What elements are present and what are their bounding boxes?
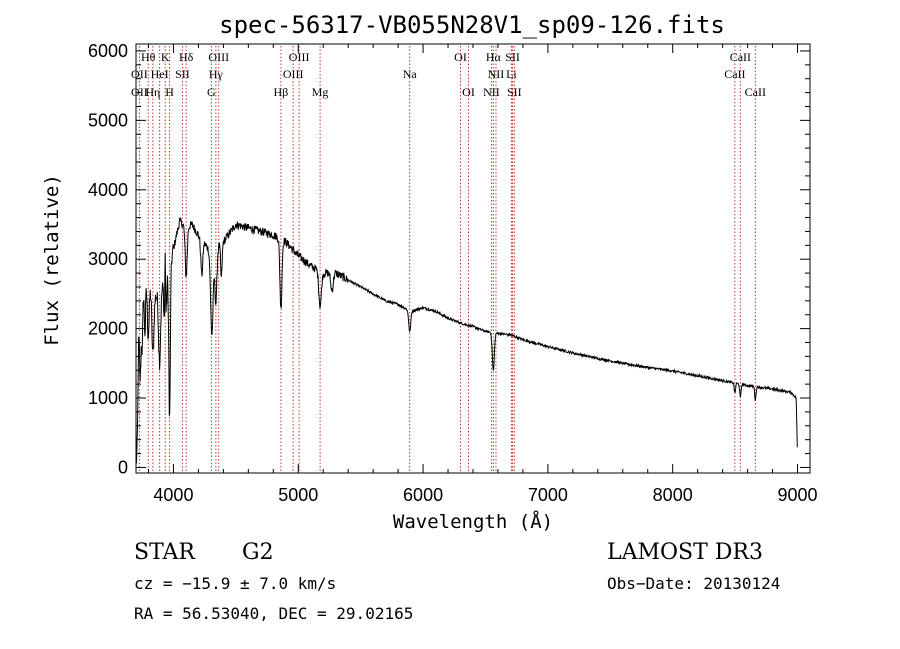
- marker-label: OIII: [289, 50, 310, 64]
- marker-label: OII: [131, 67, 148, 81]
- marker-label: Hη: [145, 85, 160, 99]
- marker-label: Hγ: [209, 67, 224, 81]
- marker-label: OI: [462, 85, 475, 99]
- y-axis-label: Flux (relative): [41, 174, 63, 346]
- marker-label: Na: [403, 67, 418, 81]
- x-axis: 4000 5000 6000 7000 8000 9000: [147, 44, 818, 505]
- marker-label: CaII: [724, 67, 745, 81]
- obs-date-text: Obs−Date: 20130124: [607, 574, 780, 593]
- marker-label: HeI: [151, 67, 169, 81]
- plot-frame: [135, 43, 811, 474]
- x-tick-label: 9000: [777, 485, 817, 505]
- marker-label: CaII: [730, 50, 751, 64]
- marker-label: Li: [506, 67, 517, 81]
- y-tick-label: 5000: [88, 110, 128, 130]
- subclass: G2: [242, 540, 274, 565]
- spectrum-line: [135, 216, 798, 464]
- marker-label: NII: [488, 67, 505, 81]
- y-tick-label: 2000: [88, 319, 128, 339]
- x-tick-label: 6000: [403, 485, 443, 505]
- marker-label: OIII: [283, 67, 304, 81]
- survey-name: LAMOST DR3: [607, 540, 763, 565]
- y-tick-label: 1000: [88, 388, 128, 408]
- y-tick-label: 6000: [88, 41, 128, 61]
- coordinates-text: RA = 56.53040, DEC = 29.02165: [134, 604, 413, 623]
- x-tick-label: 5000: [278, 485, 318, 505]
- x-axis-label: Wavelength (Å): [393, 510, 553, 533]
- x-tick-label: 7000: [528, 485, 568, 505]
- marker-label: H: [165, 85, 174, 99]
- marker-label: Mg: [312, 85, 329, 99]
- marker-label: OIII: [208, 50, 229, 64]
- marker-label: Hα: [486, 50, 502, 64]
- marker-label: OII: [131, 85, 148, 99]
- marker-label: SII: [505, 50, 520, 64]
- marker-label: OI: [454, 50, 467, 64]
- marker-label: SII: [175, 67, 190, 81]
- x-tick-label: 4000: [153, 485, 193, 505]
- marker-label: SII: [507, 85, 522, 99]
- marker-label: K: [161, 50, 170, 64]
- redshift-text: cz = −15.9 ± 7.0 km/s: [134, 574, 336, 593]
- x-tick-label: 8000: [653, 485, 693, 505]
- line-markers: [138, 46, 756, 473]
- object-class: STAR: [134, 540, 196, 565]
- marker-label: Hθ: [141, 50, 156, 64]
- marker-label: CaII: [745, 85, 766, 99]
- marker-label: Hδ: [179, 50, 194, 64]
- marker-label: NII: [483, 85, 500, 99]
- marker-label: G: [207, 85, 216, 99]
- y-axis: 0 1000 2000 3000 4000 5000 6000: [88, 41, 810, 477]
- y-tick-label: 3000: [88, 249, 128, 269]
- marker-label: Hβ: [274, 85, 289, 99]
- y-tick-label: 4000: [88, 180, 128, 200]
- y-tick-label: 0: [118, 457, 128, 477]
- chart-title: spec-56317-VB055N28V1_sp09-126.fits: [219, 11, 725, 39]
